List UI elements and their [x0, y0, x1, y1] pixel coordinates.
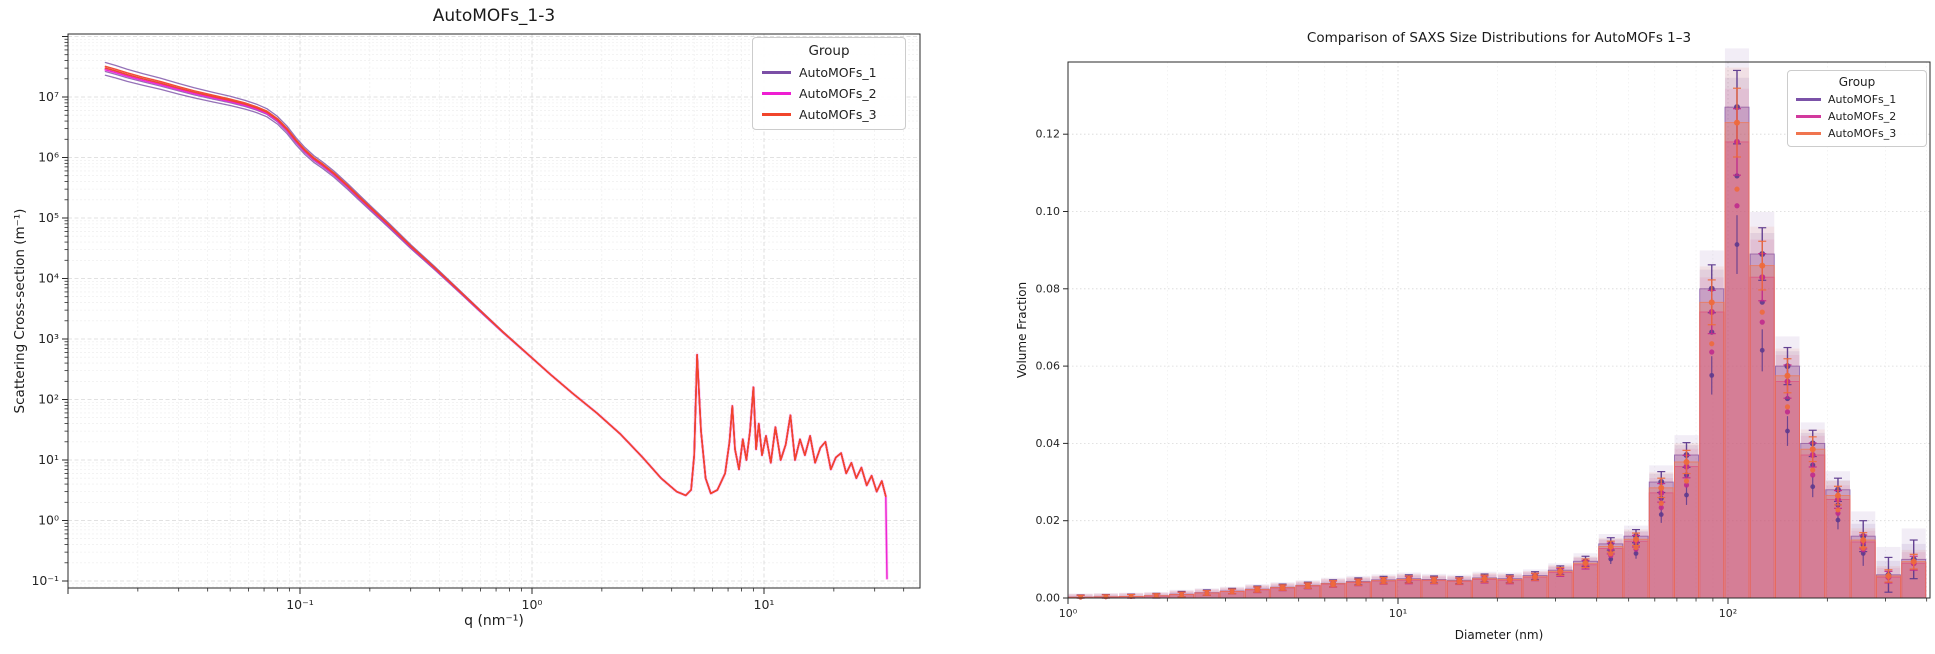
legend-entry: AutoMOFs_2	[753, 83, 905, 104]
svg-text:10³: 10³	[38, 331, 59, 346]
saxs-curves-figure: 10⁻¹ 10⁰ 10¹ 10⁻¹ 10⁰ 10¹ 10² 10³ 10⁴ 10⁵ 10⁶ 10⁷ A…	[12, 6, 921, 629]
right-x-axis-label: Diameter (nm)	[1454, 628, 1544, 642]
right-axis-ticks	[1063, 133, 1928, 604]
svg-text:10⁰: 10⁰	[1059, 607, 1078, 620]
svg-text:10⁵: 10⁵	[38, 210, 59, 225]
legend-entry-label: AutoMOFs_2	[799, 86, 877, 101]
legend-line-swatch	[762, 92, 791, 95]
svg-text:10⁶: 10⁶	[38, 150, 59, 165]
left-curves	[103, 61, 889, 580]
left-plot-frame	[67, 33, 921, 589]
svg-text:0.02: 0.02	[1036, 514, 1061, 527]
svg-text:10⁴: 10⁴	[38, 271, 59, 286]
legend-entry-label: AutoMOFs_3	[1828, 127, 1897, 140]
legend-line-swatch	[1796, 132, 1821, 135]
svg-text:10¹: 10¹	[754, 597, 775, 612]
svg-text:10²: 10²	[1719, 607, 1737, 620]
legend-entry: AutoMOFs_1	[753, 62, 905, 83]
legend-entry: AutoMOFs_1	[1788, 91, 1926, 108]
left-x-axis-label: q (nm⁻¹)	[464, 613, 524, 629]
left-gridlines	[68, 34, 920, 588]
right-chart-title: Comparison of SAXS Size Distributions fo…	[1306, 30, 1692, 46]
right-y-tick-labels: 0.00 0.02 0.04 0.06 0.08 0.10 0.12	[1036, 128, 1061, 605]
legend-title: Group	[808, 43, 850, 59]
svg-text:0.06: 0.06	[1036, 360, 1061, 373]
right-y-axis-label: Volume Fraction	[1015, 281, 1029, 379]
right-markers-errorbars	[1076, 69, 1918, 600]
svg-text:10⁷: 10⁷	[38, 89, 59, 104]
svg-text:0.00: 0.00	[1036, 592, 1061, 605]
legend-entry: AutoMOFs_3	[753, 104, 905, 125]
svg-text:0.10: 0.10	[1036, 205, 1061, 218]
svg-text:10⁻¹: 10⁻¹	[286, 597, 314, 612]
saxs-curves-plot: 10⁻¹ 10⁰ 10¹ 10⁻¹ 10⁰ 10¹ 10² 10³ 10⁴ 10⁵ 10⁶ 10⁷	[31, 33, 921, 612]
legend-title: Group	[1838, 75, 1876, 89]
legend-entry-label: AutoMOFs_1	[799, 65, 877, 80]
right-x-tick-labels: 10⁰ 10¹ 10²	[1059, 607, 1737, 620]
left-chart-title: AutoMOFs_1-3	[432, 6, 556, 26]
left-legend: Group AutoMOFs_1 AutoMOFs_2 AutoMOFs_3	[752, 37, 906, 130]
left-y-axis-label: Scattering Cross-section (m⁻¹)	[12, 208, 28, 414]
svg-text:0.08: 0.08	[1036, 282, 1061, 295]
legend-line-swatch	[762, 71, 791, 74]
svg-text:10⁻¹: 10⁻¹	[31, 573, 59, 588]
size-distribution-figure: 10⁰ 10¹ 10² 0.00 0.02 0.04 0.06 0.08 0.10 0.12 Co…	[970, 0, 1935, 654]
legend-entry-label: AutoMOFs_1	[1828, 93, 1897, 106]
left-y-tick-labels: 10⁻¹ 10⁰ 10¹ 10² 10³ 10⁴ 10⁵ 10⁶ 10⁷	[31, 89, 59, 588]
legend-entry-label: AutoMOFs_3	[799, 107, 877, 122]
svg-text:10¹: 10¹	[1389, 607, 1407, 620]
legend-entry: AutoMOFs_3	[1788, 125, 1926, 142]
legend-line-swatch	[762, 113, 791, 116]
legend-line-swatch	[1796, 98, 1821, 101]
svg-text:0.04: 0.04	[1036, 437, 1061, 450]
right-plot-frame	[1067, 61, 1931, 599]
right-gridlines	[1068, 62, 1930, 598]
left-x-tick-labels: 10⁻¹ 10⁰ 10¹	[286, 597, 774, 612]
size-distribution-plot: 10⁰ 10¹ 10² 0.00 0.02 0.04 0.06 0.08 0.10 0.12	[1036, 48, 1931, 620]
left-axis-ticks	[62, 36, 905, 594]
legend-entry-label: AutoMOFs_2	[1828, 110, 1897, 123]
right-legend: Group AutoMOFs_1 AutoMOFs_2 AutoMOFs_3	[1787, 70, 1927, 147]
svg-text:10¹: 10¹	[38, 452, 59, 467]
svg-text:10²: 10²	[38, 392, 59, 407]
svg-text:10⁰: 10⁰	[522, 597, 543, 612]
svg-text:0.12: 0.12	[1036, 128, 1061, 141]
svg-text:10⁰: 10⁰	[38, 513, 59, 528]
legend-entry: AutoMOFs_2	[1788, 108, 1926, 125]
legend-line-swatch	[1796, 115, 1821, 118]
